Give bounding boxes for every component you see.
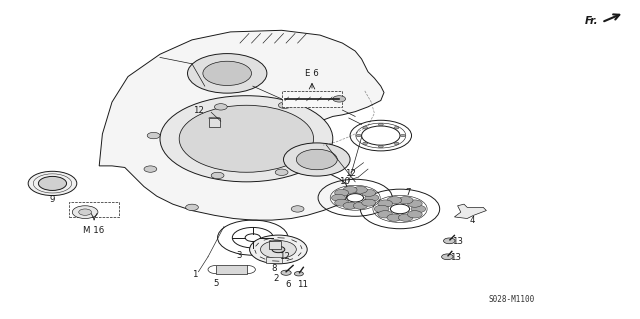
Circle shape (333, 96, 346, 102)
Text: 10: 10 (339, 177, 350, 186)
Circle shape (179, 105, 314, 172)
Circle shape (281, 270, 291, 275)
Circle shape (378, 211, 392, 218)
Text: 4: 4 (470, 216, 475, 225)
Circle shape (144, 166, 157, 172)
Circle shape (353, 186, 367, 193)
Circle shape (147, 132, 160, 139)
Circle shape (272, 246, 285, 253)
Circle shape (211, 172, 224, 179)
Text: 7: 7 (406, 189, 411, 197)
Text: S028-M1100: S028-M1100 (489, 295, 535, 304)
Circle shape (378, 145, 383, 148)
Text: 13: 13 (450, 253, 461, 262)
Circle shape (444, 238, 455, 244)
Circle shape (275, 169, 288, 175)
Circle shape (353, 202, 367, 209)
Circle shape (186, 204, 198, 211)
Circle shape (401, 134, 405, 137)
Text: 12: 12 (279, 252, 291, 261)
Bar (216, 265, 247, 274)
Circle shape (362, 189, 376, 197)
Circle shape (408, 211, 422, 218)
Text: 11: 11 (296, 280, 308, 289)
Circle shape (343, 202, 357, 209)
Text: M 16: M 16 (83, 226, 105, 235)
Text: 13: 13 (452, 237, 463, 246)
Circle shape (398, 214, 413, 221)
Circle shape (343, 186, 357, 193)
Circle shape (394, 142, 399, 145)
Circle shape (335, 199, 349, 206)
Circle shape (291, 206, 304, 212)
Circle shape (387, 197, 402, 204)
Text: 12: 12 (345, 169, 356, 178)
Circle shape (378, 123, 383, 126)
Circle shape (294, 271, 303, 276)
Bar (69, 202, 119, 217)
Circle shape (335, 189, 349, 197)
Circle shape (408, 200, 422, 207)
Circle shape (79, 209, 92, 215)
Circle shape (374, 205, 389, 212)
Text: 8: 8 (271, 264, 276, 273)
Bar (269, 241, 281, 249)
Circle shape (28, 171, 77, 196)
Text: 9: 9 (50, 195, 55, 204)
Circle shape (278, 102, 291, 108)
Circle shape (284, 143, 350, 176)
Circle shape (296, 149, 337, 170)
Circle shape (398, 197, 413, 204)
Circle shape (38, 176, 67, 190)
Circle shape (356, 134, 361, 137)
Text: 2: 2 (274, 274, 279, 283)
Text: 1: 1 (193, 271, 198, 279)
Circle shape (260, 241, 296, 258)
Text: 3: 3 (236, 251, 241, 260)
Circle shape (72, 206, 98, 219)
Circle shape (363, 142, 367, 145)
Bar (282, 91, 342, 107)
Circle shape (363, 127, 367, 129)
Circle shape (378, 200, 392, 207)
Circle shape (387, 214, 402, 221)
Bar (209, 118, 220, 127)
Text: Fr.: Fr. (585, 16, 598, 26)
Text: 6: 6 (285, 280, 291, 289)
Bar (266, 257, 282, 263)
Circle shape (203, 61, 252, 85)
Circle shape (362, 199, 376, 206)
Circle shape (411, 205, 426, 212)
Circle shape (188, 54, 267, 93)
Circle shape (394, 127, 399, 129)
Circle shape (332, 194, 346, 201)
Circle shape (365, 194, 379, 201)
Circle shape (250, 235, 307, 264)
Polygon shape (99, 30, 384, 220)
Circle shape (442, 254, 453, 260)
Text: 12: 12 (193, 106, 204, 115)
Polygon shape (454, 204, 486, 219)
Circle shape (160, 96, 333, 182)
Text: E 6: E 6 (305, 69, 319, 78)
Text: 5: 5 (214, 279, 219, 288)
Circle shape (214, 104, 227, 110)
